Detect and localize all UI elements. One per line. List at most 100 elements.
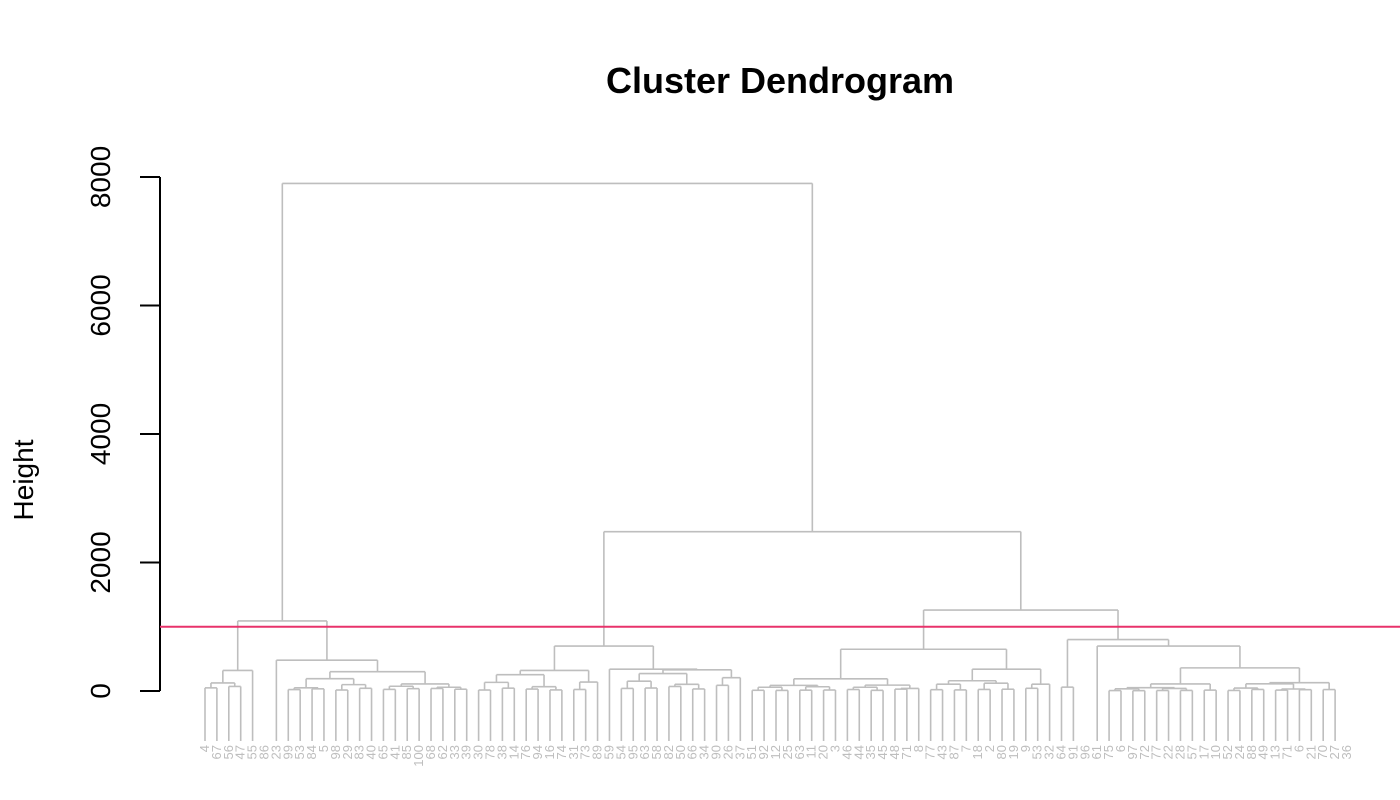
leaf-label: 71 — [899, 745, 914, 759]
leaf-label: 96 — [1077, 745, 1092, 759]
leaf-label: 87 — [946, 745, 961, 759]
leaf-label: 74 — [554, 745, 569, 759]
leaf-label: 20 — [816, 745, 831, 759]
leaf-label: 14 — [506, 745, 521, 759]
leaf-label: 28 — [1172, 745, 1187, 759]
leaf-label: 97 — [1125, 745, 1140, 759]
chart-title: Cluster Dendrogram — [606, 60, 954, 101]
leaf-label: 34 — [697, 745, 712, 759]
leaf-label: 80 — [994, 745, 1009, 759]
leaf-label: 88 — [1244, 745, 1259, 759]
leaf-label: 18 — [970, 745, 985, 759]
leaf-label: 71 — [1280, 745, 1295, 759]
leaf-label: 94 — [530, 745, 545, 759]
leaf-label: 26 — [720, 745, 735, 759]
leaf-label: 68 — [423, 745, 438, 759]
leaf-label: 41 — [387, 745, 402, 759]
leaf-label: 59 — [601, 745, 616, 759]
leaf-label: 73 — [578, 745, 593, 759]
y-tick-label: 0 — [85, 683, 116, 699]
leaf-label: 10 — [1208, 745, 1223, 759]
leaf-label: 44 — [851, 745, 866, 759]
leaf-label: 77 — [1149, 745, 1164, 759]
leaf-label: 48 — [887, 745, 902, 759]
leaf-label: 89 — [590, 745, 605, 759]
leaf-label: 45 — [875, 745, 890, 759]
leaf-label: 53 — [292, 745, 307, 759]
leaf-label: 11 — [804, 745, 819, 759]
leaf-label: 36 — [1339, 745, 1354, 759]
leaf-label: 58 — [649, 745, 664, 759]
leaf-label: 72 — [1137, 745, 1152, 759]
leaf-label: 50 — [673, 745, 688, 759]
leaf-label: 8 — [911, 745, 926, 752]
leaf-label: 67 — [209, 745, 224, 759]
leaf-label: 52 — [1220, 745, 1235, 759]
leaf-label: 6 — [1291, 745, 1306, 752]
leaf-label: 30 — [471, 745, 486, 759]
leaf-label: 78 — [483, 745, 498, 759]
y-axis: 0 2000 4000 6000 8000 — [85, 146, 161, 699]
leaf-label: 53 — [1030, 745, 1045, 759]
y-tick-label: 6000 — [85, 274, 116, 336]
leaf-label: 83 — [352, 745, 367, 759]
leaf-label: 57 — [1184, 745, 1199, 759]
leaf-label: 66 — [685, 745, 700, 759]
leaf-label: 21 — [1303, 745, 1318, 759]
leaf-label: 32 — [1042, 745, 1057, 759]
leaf-label: 23 — [268, 745, 283, 759]
leaf-label: 95 — [625, 745, 640, 759]
leaf-label: 12 — [768, 745, 783, 759]
leaf-label: 47 — [233, 745, 248, 759]
leaf-label: 62 — [435, 745, 450, 759]
leaf-label: 56 — [221, 745, 236, 759]
leaf-label: 31 — [566, 745, 581, 759]
leaf-label: 43 — [935, 745, 950, 759]
leaf-label: 55 — [245, 745, 260, 759]
leaf-label: 85 — [399, 745, 414, 759]
leaf-label: 91 — [1065, 745, 1080, 759]
leaf-label: 75 — [1101, 745, 1116, 759]
leaf-label: 51 — [744, 745, 759, 759]
leaf-label: 17 — [1196, 745, 1211, 759]
leaf-label: 61 — [1089, 745, 1104, 759]
leaf-label: 64 — [1054, 745, 1069, 759]
y-axis-title: Height — [8, 439, 39, 520]
leaf-labels: 4675647558623995384598298340654185100686… — [197, 745, 1354, 767]
leaf-label: 13 — [1268, 745, 1283, 759]
leaf-label: 54 — [613, 745, 628, 759]
leaf-label: 70 — [1315, 745, 1330, 759]
leaf-label: 6 — [1113, 745, 1128, 752]
leaf-label: 39 — [459, 745, 474, 759]
leaf-label: 19 — [1006, 745, 1021, 759]
leaf-label: 5 — [316, 745, 331, 752]
y-tick-label: 2000 — [85, 531, 116, 593]
leaf-label: 2 — [982, 745, 997, 752]
leaf-label: 22 — [1161, 745, 1176, 759]
leaf-label: 63 — [792, 745, 807, 759]
leaf-label: 76 — [518, 745, 533, 759]
leaf-label: 100 — [411, 745, 426, 767]
leaf-label: 27 — [1327, 745, 1342, 759]
leaf-label: 4 — [197, 745, 212, 752]
leaf-label: 63 — [637, 745, 652, 759]
leaf-label: 29 — [340, 745, 355, 759]
leaf-label: 65 — [375, 745, 390, 759]
leaf-label: 40 — [364, 745, 379, 759]
leaf-label: 86 — [256, 745, 271, 759]
leaf-label: 35 — [863, 745, 878, 759]
leaf-label: 16 — [542, 745, 557, 759]
leaf-label: 46 — [839, 745, 854, 759]
leaf-label: 38 — [494, 745, 509, 759]
leaf-label: 37 — [732, 745, 747, 759]
leaf-label: 3 — [827, 745, 842, 752]
leaf-label: 82 — [661, 745, 676, 759]
leaf-label: 99 — [280, 745, 295, 759]
leaf-label: 92 — [756, 745, 771, 759]
y-tick-label: 4000 — [85, 403, 116, 465]
leaf-label: 7 — [958, 745, 973, 752]
leaf-label: 90 — [709, 745, 724, 759]
dendrogram-branches — [204, 182, 1336, 741]
y-tick-label: 8000 — [85, 146, 116, 208]
